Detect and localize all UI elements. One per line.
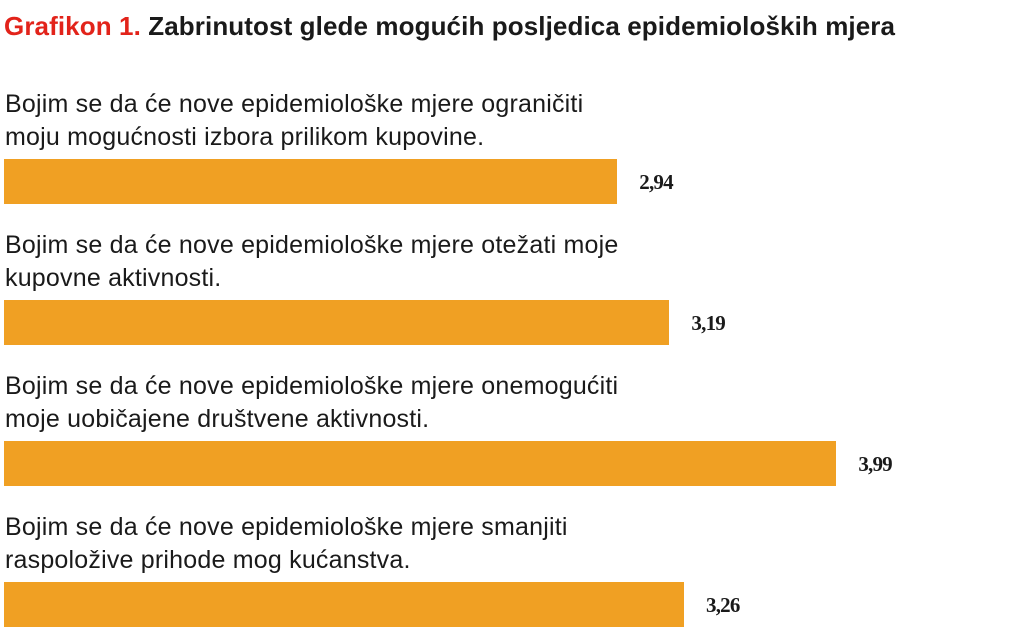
chart-title: Grafikon 1. Zabrinutost glede mogućih po… [4, 11, 895, 42]
bar-value-label: 3,99 [858, 452, 892, 476]
bar [4, 300, 670, 345]
bar-category-label-line: kupovne aktivnosti. [5, 264, 222, 292]
bar-category-label-line: raspoložive prihode mog kućanstva. [5, 546, 411, 574]
bar-category-label: Bojim se da će nove epidemiološke mjere … [5, 229, 765, 295]
bar-category-label-line: Bojim se da će nove epidemiološke mjere … [5, 372, 619, 400]
bar-item: Bojim se da će nove epidemiološke mjere … [0, 88, 1018, 213]
bar [4, 159, 618, 204]
bar-item: Bojim se da će nove epidemiološke mjere … [0, 511, 1018, 636]
chart-title-main: Zabrinutost glede mogućih posljedica epi… [148, 11, 896, 41]
bar [4, 441, 837, 486]
bar-category-label-line: Bojim se da će nove epidemiološke mjere … [5, 231, 619, 259]
bar-item: Bojim se da će nove epidemiološke mjere … [0, 370, 1018, 495]
bar [4, 582, 685, 627]
bar-category-label-line: moju mogućnosti izbora prilikom kupovine… [5, 123, 485, 151]
bar-value-label: 3,26 [706, 593, 740, 617]
bar-value-label: 2,94 [639, 170, 673, 194]
bar-category-label-line: moje uobičajene društvene aktivnosti. [5, 405, 430, 433]
bar-category-label-line: Bojim se da će nove epidemiološke mjere … [5, 513, 568, 541]
bar-item: Bojim se da će nove epidemiološke mjere … [0, 229, 1018, 354]
bar-category-label: Bojim se da će nove epidemiološke mjere … [5, 511, 765, 577]
bar-category-label: Bojim se da će nove epidemiološke mjere … [5, 370, 765, 436]
chart-title-prefix: Grafikon 1. [4, 11, 141, 41]
bar-value-label: 3,19 [691, 311, 725, 335]
bar-category-label: Bojim se da će nove epidemiološke mjere … [5, 88, 765, 154]
bar-category-label-line: Bojim se da će nove epidemiološke mjere … [5, 90, 584, 118]
